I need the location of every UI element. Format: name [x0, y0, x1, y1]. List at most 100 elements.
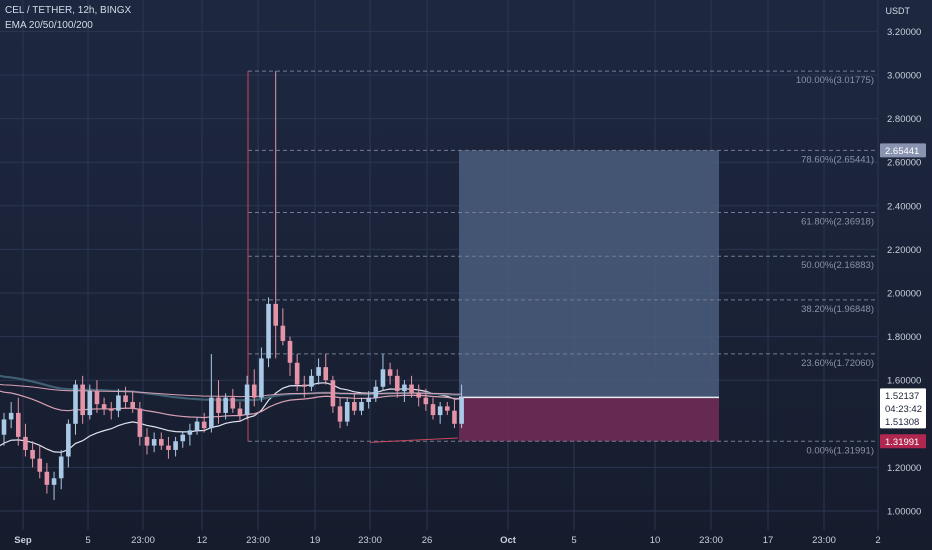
candle-body: [266, 303, 271, 359]
ema-20-line: [0, 382, 462, 453]
price-axis-label: 1.80000: [887, 332, 921, 343]
price-axis-label: 1.00000: [887, 507, 921, 518]
candle-body: [280, 325, 286, 341]
time-axis-label: 17: [763, 535, 774, 546]
position-zones: [459, 150, 719, 442]
candle-body: [316, 367, 321, 376]
fibonacci-levels: 100.00%(3.01775) 78.60%(2.65441) 61.80%(2.…: [247, 70, 878, 456]
candle-body: [8, 412, 14, 420]
time-axis-label: 23:00: [699, 535, 723, 546]
candle-body: [180, 434, 186, 442]
time-axis-label: 19: [310, 535, 321, 546]
time-axis-label: 23:00: [812, 535, 836, 546]
candle-body: [30, 449, 35, 459]
candle-body: [366, 397, 371, 402]
stop-price-tag-bg: [880, 434, 926, 449]
candle-body: [80, 384, 85, 416]
candle-body: [173, 441, 178, 450]
time-axis-label: 5: [571, 535, 576, 546]
price-tags: 2.65441 1.52137 04:23:42 1.51308 1.31991: [880, 143, 926, 449]
candle-body: [294, 362, 300, 385]
candle-body: [101, 404, 107, 409]
candle-body: [423, 397, 429, 405]
stop-trend-line: [369, 437, 459, 443]
candle-body: [44, 471, 50, 485]
candlesticks: [1, 71, 464, 501]
price-axis-label: 2.40000: [887, 201, 921, 212]
time-axis[interactable]: Sep 5 23:00 12 23:00 19 23:00 26 Oct 5 10 23:00 17 23…: [14, 535, 880, 546]
chart-title[interactable]: CEL / TETHER, 12h, BINGX: [5, 5, 132, 16]
candle-body: [37, 458, 43, 472]
candle-body: [387, 369, 393, 376]
candle-body: [87, 391, 93, 416]
time-axis-label: 5: [85, 535, 90, 546]
candle-body: [159, 439, 164, 446]
price-axis-label: 1.60000: [887, 376, 921, 387]
fib-label: 38.20%(1.96848): [801, 304, 874, 315]
candle-body: [237, 408, 243, 416]
candle-body: [58, 456, 64, 479]
candle-body: [323, 367, 329, 381]
candle-body: [445, 406, 450, 411]
time-axis-label: 26: [422, 535, 433, 546]
candle-body: [187, 430, 193, 435]
target-price-tag: 2.65441: [885, 146, 919, 157]
candle-body: [452, 410, 457, 424]
candle-body: [144, 436, 150, 446]
candle-body: [116, 395, 121, 411]
time-axis-label: Oct: [500, 535, 517, 546]
candle-body: [16, 412, 21, 437]
last-price-tag-bg: [880, 388, 926, 403]
fib-label: 23.60%(1.72060): [801, 358, 874, 369]
candle-body: [352, 402, 357, 411]
candle-body: [66, 423, 71, 457]
time-axis-label: 23:00: [246, 535, 270, 546]
candle-body: [273, 303, 278, 326]
candle-body: [209, 397, 214, 429]
candle-body: [437, 406, 443, 416]
candle-body: [73, 384, 78, 424]
candle-body: [416, 393, 421, 398]
fib-label: 61.80%(2.36918): [801, 217, 874, 228]
candle-body: [223, 397, 228, 413]
price-axis-label: 3.20000: [887, 27, 921, 38]
grid-lines: [0, 0, 879, 530]
candle-body: [402, 384, 407, 392]
price-axis-label: 2.80000: [887, 114, 921, 125]
candle-body: [137, 408, 143, 437]
candle-body: [51, 478, 57, 485]
indicator-legend[interactable]: EMA 20/50/100/200: [5, 20, 93, 31]
candle-body: [337, 406, 343, 422]
price-axis-label: 2.20000: [887, 245, 921, 256]
fib-label: 100.00%(3.01775): [796, 75, 874, 86]
candle-body: [251, 384, 257, 398]
fib-label: 0.00%(1.31991): [806, 445, 874, 456]
candle-body: [373, 386, 379, 398]
candle-body: [330, 380, 336, 407]
ema-price-tag: 1.51308: [885, 417, 919, 428]
candle-body: [409, 384, 414, 394]
candle-body: [201, 421, 207, 429]
candle-body: [151, 439, 157, 446]
fib-label: 78.60%(2.65441): [801, 154, 874, 165]
candle-body: [302, 384, 307, 387]
ema-200-line: [0, 384, 462, 398]
stop-price-tag: 1.31991: [885, 437, 919, 448]
price-axis[interactable]: 3.20000 3.00000 2.80000 2.60000 2.40000 2.200…: [887, 27, 921, 518]
time-axis-label: 2: [875, 535, 880, 546]
candle-body: [459, 397, 464, 424]
candle-body: [216, 397, 221, 413]
fib-label: 50.00%(2.16883): [801, 260, 874, 271]
target-price-tag-bg: [880, 143, 926, 158]
last-price-tag: 1.52137: [885, 391, 919, 402]
time-axis-label: 12: [197, 535, 208, 546]
candle-body: [430, 404, 436, 416]
candle-body: [394, 375, 400, 392]
time-axis-label: 10: [650, 535, 661, 546]
candle-body: [230, 397, 236, 409]
time-axis-label: 23:00: [131, 535, 155, 546]
candle-body: [380, 369, 386, 387]
candle-body: [344, 402, 350, 422]
candle-body: [94, 391, 100, 405]
